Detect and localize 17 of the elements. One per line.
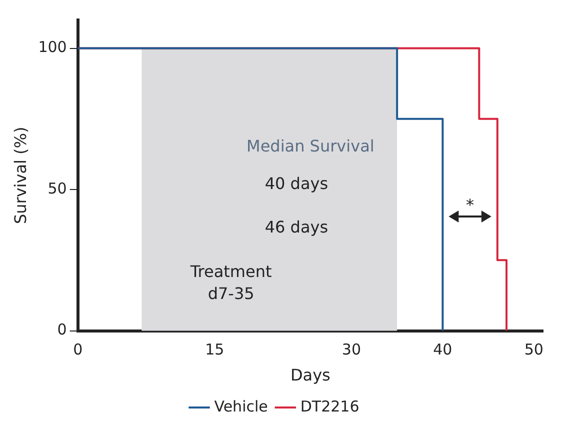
x-tick-label: 15	[205, 340, 224, 359]
x-tick-label: 40	[433, 340, 452, 359]
annotation: 46 days	[264, 217, 328, 236]
y-tick-label: 100	[38, 38, 67, 56]
legend-label: DT2216	[300, 397, 360, 416]
x-tick-label: 50	[524, 340, 544, 359]
legend-label: Vehicle	[214, 397, 268, 416]
band-label: Treatment d7-35	[189, 262, 272, 303]
x-tick-label: 30	[342, 340, 362, 359]
annotation: *	[466, 196, 474, 215]
x-tick-label: 0	[73, 340, 83, 359]
y-axis-title: Survival (%)	[10, 126, 30, 224]
annotation: 40 days	[264, 174, 328, 193]
x-axis-title: Days	[290, 366, 330, 385]
y-tick-label: 50	[48, 179, 67, 198]
annotation: Median Survival	[246, 136, 374, 156]
y-tick-label: 0	[57, 320, 67, 339]
